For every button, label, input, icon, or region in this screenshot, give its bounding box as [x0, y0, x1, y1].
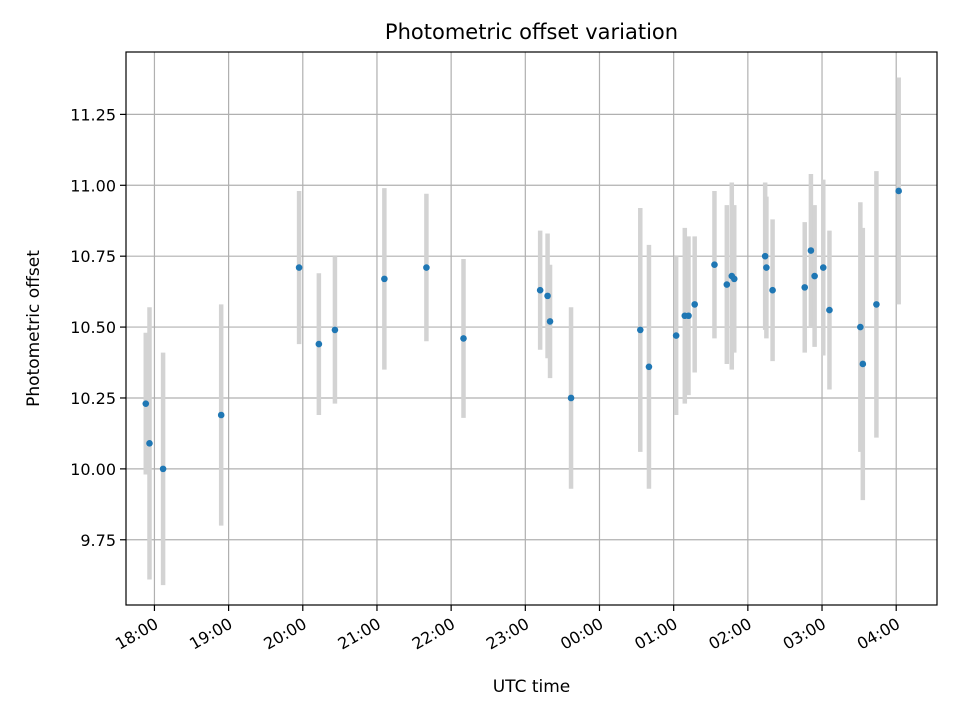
data-point [636, 326, 644, 334]
plot-frame [125, 51, 938, 606]
data-point [895, 187, 902, 195]
data-point [807, 247, 815, 254]
y-tick-label: 10.25 [70, 389, 116, 408]
data-point [819, 264, 827, 271]
y-tick-label: 11.25 [70, 105, 116, 124]
data-point [460, 335, 467, 342]
data-point [315, 340, 323, 348]
y-tick-label: 10.00 [70, 460, 116, 479]
data-point [763, 264, 770, 271]
y-axis: 9.75 10.00 10.25 10.50 10.75 11.00 11.25 [70, 105, 126, 550]
data-point [801, 284, 809, 291]
data-point [645, 363, 653, 371]
y-tick-label: 11.00 [70, 176, 116, 195]
data-point [691, 301, 698, 308]
plot-area [126, 52, 937, 605]
data-point [536, 286, 544, 294]
data-point [295, 264, 303, 271]
data-point [761, 252, 769, 260]
data-point [381, 275, 388, 283]
data-point [546, 318, 554, 325]
data-point [217, 411, 225, 419]
y-tick-label: 10.75 [70, 247, 116, 266]
data-point [723, 281, 731, 288]
y-tick-label: 9.75 [80, 531, 116, 550]
data-point [146, 440, 153, 447]
grid [126, 52, 937, 605]
data-points [142, 187, 902, 473]
data-point [142, 400, 150, 407]
data-point [859, 360, 867, 368]
data-point [423, 264, 430, 271]
data-point [811, 272, 818, 280]
data-point [331, 326, 339, 334]
data-point [685, 312, 692, 320]
data-point [711, 261, 718, 268]
data-point [730, 275, 738, 283]
data-point [672, 332, 680, 339]
data-point [826, 306, 833, 314]
data-point [567, 394, 575, 402]
x-axis-label: UTC time [493, 677, 571, 697]
data-point [159, 465, 167, 473]
data-point [544, 292, 551, 300]
y-tick-label: 10.50 [70, 318, 116, 337]
chart-title: Photometric offset variation [385, 20, 678, 44]
data-point [857, 323, 864, 331]
data-point [873, 301, 880, 308]
y-axis-label: Photometric offset [24, 250, 44, 407]
data-point [769, 286, 776, 294]
